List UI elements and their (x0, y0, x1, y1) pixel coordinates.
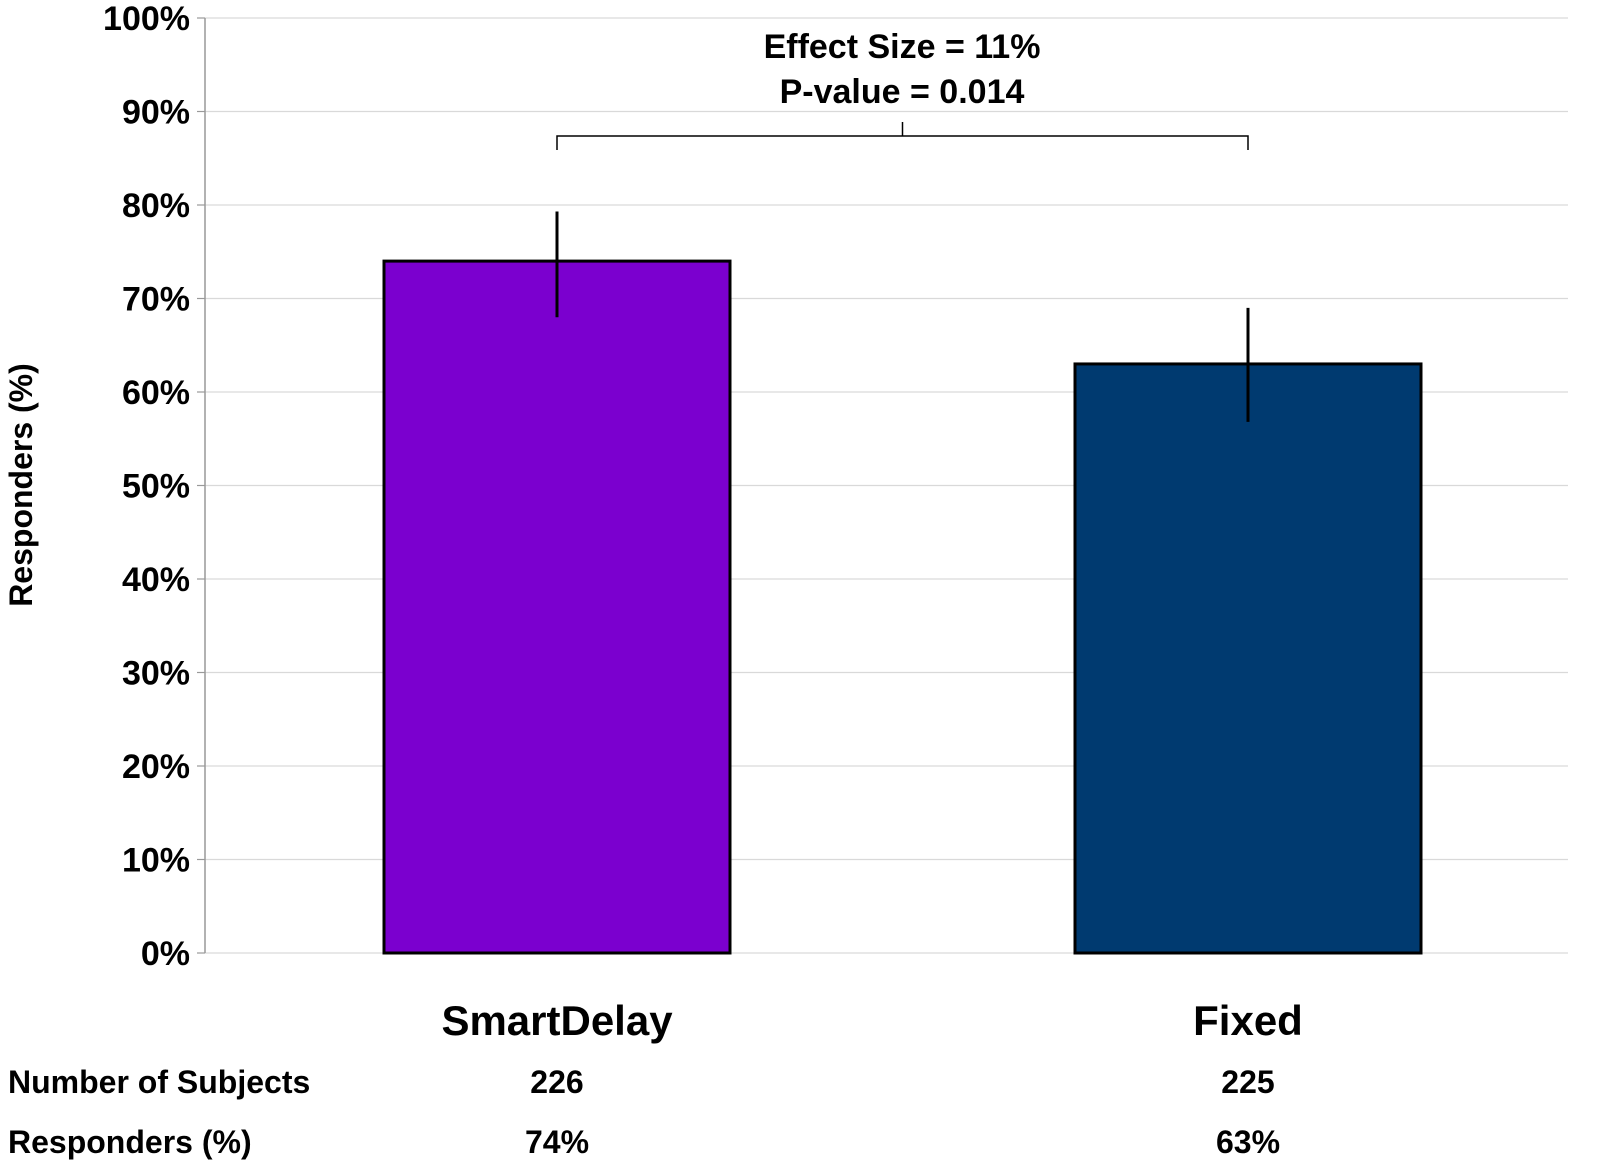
y-tick-label: 90% (122, 94, 190, 132)
y-tick-label: 40% (122, 561, 190, 599)
bars (382, 259, 1423, 955)
y-tick-label: 70% (122, 281, 190, 319)
y-tick-label: 10% (122, 842, 190, 880)
summary-table: Number of Subjects 226 225 Responders (%) 74… (8, 1064, 1280, 1160)
y-tick-label: 80% (122, 187, 190, 225)
annotation-p-value: P-value = 0.014 (780, 73, 1025, 111)
bracket-line (556, 135, 1249, 150)
bar-fixed (1073, 362, 1423, 955)
x-category-label: Fixed (1193, 997, 1303, 1044)
table-cell: 74% (525, 1124, 589, 1160)
table-cell: 63% (1216, 1124, 1280, 1160)
error-bars (555, 211, 1250, 422)
significance-bracket (556, 122, 1249, 150)
table-row-label: Responders (%) (8, 1124, 252, 1160)
y-tick-label: 100% (103, 0, 190, 38)
x-axis-categories: SmartDelay Fixed (441, 997, 1302, 1044)
y-axis-label: Responders (%) (3, 363, 39, 607)
y-tick-label: 20% (122, 748, 190, 786)
y-tick-label: 0% (141, 935, 190, 973)
y-axis-ticks: 0% 10% 20% 30% 40% 50% 60% 70% 80% 90% 100% (103, 0, 205, 973)
annotation-effect-size: Effect Size = 11% (764, 28, 1041, 66)
y-tick-label: 30% (122, 655, 190, 693)
y-tick-label: 60% (122, 374, 190, 412)
x-category-label: SmartDelay (441, 997, 673, 1044)
table-row-label: Number of Subjects (8, 1064, 310, 1100)
y-tick-label: 50% (122, 468, 190, 506)
table-cell: 226 (530, 1064, 583, 1100)
table-cell: 225 (1221, 1064, 1274, 1100)
bar-smartdelay (382, 259, 732, 955)
